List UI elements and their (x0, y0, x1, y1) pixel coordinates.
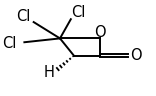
Text: O: O (130, 48, 142, 63)
Text: Cl: Cl (2, 36, 16, 51)
Text: Cl: Cl (71, 5, 86, 20)
Text: O: O (94, 25, 106, 40)
Text: H: H (44, 65, 55, 80)
Text: Cl: Cl (16, 9, 30, 24)
